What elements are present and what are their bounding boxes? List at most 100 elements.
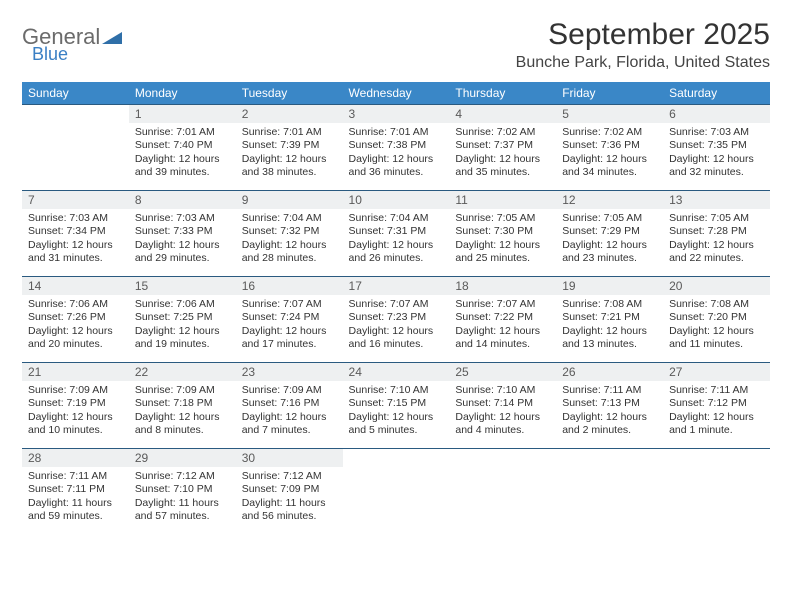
content-row: Sunrise: 7:06 AMSunset: 7:26 PMDaylight:… <box>22 295 770 363</box>
day-number-cell: 29 <box>129 449 236 467</box>
daylight-text: Daylight: 12 hours and 26 minutes. <box>349 239 444 266</box>
sunset-text: Sunset: 7:28 PM <box>669 225 764 239</box>
day-content-cell: Sunrise: 7:11 AMSunset: 7:13 PMDaylight:… <box>556 381 663 449</box>
day-number-cell: 20 <box>663 277 770 295</box>
day-content-cell <box>449 467 556 535</box>
daylight-text: Daylight: 12 hours and 2 minutes. <box>562 411 657 438</box>
sunrise-text: Sunrise: 7:11 AM <box>562 384 657 398</box>
sunset-text: Sunset: 7:24 PM <box>242 311 337 325</box>
daylight-text: Daylight: 12 hours and 5 minutes. <box>349 411 444 438</box>
sunrise-text: Sunrise: 7:08 AM <box>669 298 764 312</box>
sunrise-text: Sunrise: 7:12 AM <box>135 470 230 484</box>
daynum-row: 21222324252627 <box>22 363 770 381</box>
day-number-cell: 15 <box>129 277 236 295</box>
day-number-cell: 17 <box>343 277 450 295</box>
daylight-text: Daylight: 12 hours and 34 minutes. <box>562 153 657 180</box>
sunset-text: Sunset: 7:11 PM <box>28 483 123 497</box>
sunset-text: Sunset: 7:40 PM <box>135 139 230 153</box>
day-content-cell: Sunrise: 7:09 AMSunset: 7:16 PMDaylight:… <box>236 381 343 449</box>
weekday-header: Wednesday <box>343 82 450 105</box>
day-content-cell: Sunrise: 7:04 AMSunset: 7:31 PMDaylight:… <box>343 209 450 277</box>
day-number-cell: 11 <box>449 191 556 209</box>
sunset-text: Sunset: 7:19 PM <box>28 397 123 411</box>
day-content-cell: Sunrise: 7:05 AMSunset: 7:29 PMDaylight:… <box>556 209 663 277</box>
day-number-cell: 1 <box>129 105 236 123</box>
day-number-cell: 9 <box>236 191 343 209</box>
daylight-text: Daylight: 12 hours and 13 minutes. <box>562 325 657 352</box>
day-content-cell: Sunrise: 7:03 AMSunset: 7:33 PMDaylight:… <box>129 209 236 277</box>
daylight-text: Daylight: 12 hours and 22 minutes. <box>669 239 764 266</box>
day-content-cell: Sunrise: 7:03 AMSunset: 7:34 PMDaylight:… <box>22 209 129 277</box>
sunrise-text: Sunrise: 7:03 AM <box>669 126 764 140</box>
content-row: Sunrise: 7:01 AMSunset: 7:40 PMDaylight:… <box>22 123 770 191</box>
calendar-table: Sunday Monday Tuesday Wednesday Thursday… <box>22 82 770 535</box>
daylight-text: Daylight: 12 hours and 39 minutes. <box>135 153 230 180</box>
daylight-text: Daylight: 12 hours and 8 minutes. <box>135 411 230 438</box>
day-content-cell: Sunrise: 7:09 AMSunset: 7:19 PMDaylight:… <box>22 381 129 449</box>
sunrise-text: Sunrise: 7:02 AM <box>562 126 657 140</box>
weekday-header: Tuesday <box>236 82 343 105</box>
daylight-text: Daylight: 12 hours and 38 minutes. <box>242 153 337 180</box>
sunrise-text: Sunrise: 7:05 AM <box>455 212 550 226</box>
sunset-text: Sunset: 7:20 PM <box>669 311 764 325</box>
daylight-text: Daylight: 11 hours and 57 minutes. <box>135 497 230 524</box>
sunrise-text: Sunrise: 7:03 AM <box>28 212 123 226</box>
content-row: Sunrise: 7:09 AMSunset: 7:19 PMDaylight:… <box>22 381 770 449</box>
content-row: Sunrise: 7:03 AMSunset: 7:34 PMDaylight:… <box>22 209 770 277</box>
sunset-text: Sunset: 7:23 PM <box>349 311 444 325</box>
sunset-text: Sunset: 7:37 PM <box>455 139 550 153</box>
day-number-cell: 5 <box>556 105 663 123</box>
sunrise-text: Sunrise: 7:07 AM <box>242 298 337 312</box>
day-number-cell: 3 <box>343 105 450 123</box>
title-block: September 2025 Bunche Park, Florida, Uni… <box>516 18 770 72</box>
sunset-text: Sunset: 7:30 PM <box>455 225 550 239</box>
daylight-text: Daylight: 12 hours and 7 minutes. <box>242 411 337 438</box>
day-content-cell: Sunrise: 7:11 AMSunset: 7:12 PMDaylight:… <box>663 381 770 449</box>
day-number-cell: 25 <box>449 363 556 381</box>
day-number-cell: 18 <box>449 277 556 295</box>
day-content-cell: Sunrise: 7:01 AMSunset: 7:40 PMDaylight:… <box>129 123 236 191</box>
sunset-text: Sunset: 7:25 PM <box>135 311 230 325</box>
sunrise-text: Sunrise: 7:07 AM <box>349 298 444 312</box>
daylight-text: Daylight: 12 hours and 28 minutes. <box>242 239 337 266</box>
day-content-cell: Sunrise: 7:02 AMSunset: 7:37 PMDaylight:… <box>449 123 556 191</box>
day-content-cell: Sunrise: 7:12 AMSunset: 7:09 PMDaylight:… <box>236 467 343 535</box>
day-number-cell: 6 <box>663 105 770 123</box>
sunrise-text: Sunrise: 7:09 AM <box>28 384 123 398</box>
day-number-cell: 2 <box>236 105 343 123</box>
day-number-cell: 26 <box>556 363 663 381</box>
sunrise-text: Sunrise: 7:01 AM <box>135 126 230 140</box>
day-content-cell <box>343 467 450 535</box>
daylight-text: Daylight: 12 hours and 23 minutes. <box>562 239 657 266</box>
day-content-cell: Sunrise: 7:08 AMSunset: 7:20 PMDaylight:… <box>663 295 770 363</box>
day-number-cell: 24 <box>343 363 450 381</box>
calendar-body: 123456Sunrise: 7:01 AMSunset: 7:40 PMDay… <box>22 105 770 535</box>
sunrise-text: Sunrise: 7:11 AM <box>28 470 123 484</box>
daylight-text: Daylight: 12 hours and 4 minutes. <box>455 411 550 438</box>
day-content-cell: Sunrise: 7:10 AMSunset: 7:14 PMDaylight:… <box>449 381 556 449</box>
daylight-text: Daylight: 12 hours and 17 minutes. <box>242 325 337 352</box>
day-content-cell: Sunrise: 7:08 AMSunset: 7:21 PMDaylight:… <box>556 295 663 363</box>
header: General September 2025 Bunche Park, Flor… <box>22 18 770 72</box>
daylight-text: Daylight: 12 hours and 19 minutes. <box>135 325 230 352</box>
day-number-cell <box>22 105 129 123</box>
sunrise-text: Sunrise: 7:10 AM <box>455 384 550 398</box>
sunset-text: Sunset: 7:29 PM <box>562 225 657 239</box>
sunset-text: Sunset: 7:32 PM <box>242 225 337 239</box>
sunrise-text: Sunrise: 7:06 AM <box>28 298 123 312</box>
sunset-text: Sunset: 7:15 PM <box>349 397 444 411</box>
daynum-row: 78910111213 <box>22 191 770 209</box>
day-number-cell: 14 <box>22 277 129 295</box>
daylight-text: Daylight: 12 hours and 1 minute. <box>669 411 764 438</box>
sunrise-text: Sunrise: 7:09 AM <box>242 384 337 398</box>
sunset-text: Sunset: 7:21 PM <box>562 311 657 325</box>
day-content-cell: Sunrise: 7:06 AMSunset: 7:26 PMDaylight:… <box>22 295 129 363</box>
day-number-cell: 21 <box>22 363 129 381</box>
sunset-text: Sunset: 7:13 PM <box>562 397 657 411</box>
sunset-text: Sunset: 7:36 PM <box>562 139 657 153</box>
day-content-cell <box>22 123 129 191</box>
sunrise-text: Sunrise: 7:07 AM <box>455 298 550 312</box>
weekday-header: Monday <box>129 82 236 105</box>
day-number-cell <box>343 449 450 467</box>
daylight-text: Daylight: 12 hours and 20 minutes. <box>28 325 123 352</box>
